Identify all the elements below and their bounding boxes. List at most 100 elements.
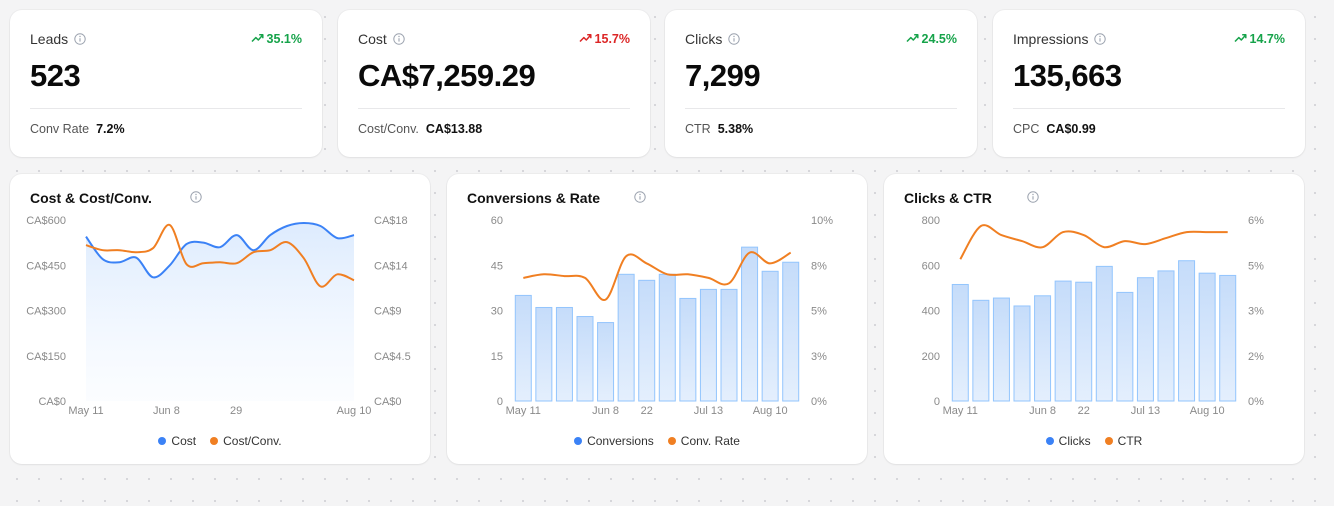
kpi-foot-label: CTR [685, 122, 711, 136]
x-tick-label: Aug 10 [753, 405, 788, 417]
bar [1136, 277, 1154, 402]
divider [685, 108, 957, 109]
y-right-tick-label: 5% [1248, 260, 1264, 272]
y-right-tick-label: 0% [1248, 396, 1264, 408]
kpi-card-cost: Cost 15.7% CA$7,259.29 Cost/Conv. CA$13.8… [338, 10, 650, 157]
kpi-title: Clicks [685, 31, 723, 47]
chart-legend: Cost Cost/Conv. [10, 434, 430, 448]
x-tick-label: Aug 10 [1190, 405, 1225, 417]
bar [699, 288, 717, 402]
chart-card-cost: Cost & Cost/Conv. CA$0 CA$150 CA$300 CA$450… [10, 174, 430, 464]
y-left-tick-label: 200 [922, 351, 940, 363]
kpi-title: Impressions [1013, 31, 1089, 47]
x-tick-label: Jul 13 [1131, 405, 1160, 417]
y-left-tick-label: 0 [934, 396, 940, 408]
bar [1054, 280, 1072, 402]
bar [638, 279, 656, 402]
info-icon[interactable] [634, 191, 646, 203]
x-tick-label: Jul 13 [694, 405, 723, 417]
y-left-tick-label: CA$150 [26, 351, 66, 363]
x-tick-label: Jun 8 [592, 405, 619, 417]
y-left-tick-label: 0 [497, 396, 503, 408]
kpi-change: 35.1% [251, 32, 302, 46]
kpi-foot-value: CA$0.99 [1046, 122, 1096, 136]
y-left-tick-label: 15 [491, 351, 503, 363]
info-icon[interactable] [74, 33, 86, 45]
y-left-tick-label: 30 [491, 306, 503, 318]
bar [782, 261, 800, 402]
kpi-foot-value: CA$13.88 [425, 122, 483, 136]
x-tick-label: Aug 10 [337, 405, 372, 417]
legend-item[interactable]: CTR [1104, 434, 1142, 448]
info-icon[interactable] [728, 33, 741, 45]
legend-item[interactable]: Cost [158, 434, 196, 448]
legend-item[interactable]: Conv. Rate [667, 434, 740, 448]
bar [1157, 270, 1175, 402]
divider [30, 108, 302, 109]
legend-swatch [574, 437, 583, 445]
y-left-tick-label: 400 [922, 306, 940, 318]
chart-title: Cost & Cost/Conv. [30, 190, 152, 206]
chart-plot[interactable]: CA$0 CA$150 CA$300 CA$450 CA$600 CA$0 CA$4.5 CA… [10, 174, 430, 424]
legend-label: Clicks [1058, 434, 1091, 448]
info-icon[interactable] [190, 191, 202, 203]
chart-plot[interactable]: 0 200 400 600 800 0% 2% 3% 5% 6% May 11 Jun 8 22 Jul … [884, 174, 1304, 424]
trend-up-icon [1234, 32, 1247, 46]
chart-legend: Conversions Conv. Rate [447, 434, 867, 448]
kpi-change: 15.7% [579, 32, 630, 46]
kpi-foot-label: Conv Rate [30, 122, 90, 136]
y-right-tick-label: 8% [811, 260, 827, 272]
bar [1116, 291, 1134, 402]
info-icon[interactable] [1027, 191, 1039, 203]
kpi-value: CA$7,259.29 [358, 58, 536, 93]
y-right-tick-label: CA$18 [374, 215, 408, 227]
legend-item[interactable]: Clicks [1045, 434, 1091, 448]
y-left-tick-label: 60 [491, 215, 503, 227]
legend-swatch [210, 437, 219, 445]
info-icon[interactable] [393, 33, 405, 45]
y-right-tick-label: 2% [1248, 351, 1264, 363]
y-right-tick-label: 3% [811, 351, 827, 363]
area-fill-cost [86, 223, 354, 401]
y-right-tick-label: 3% [1248, 306, 1264, 318]
info-icon[interactable] [1094, 33, 1107, 45]
legend-label: Conversions [587, 434, 654, 448]
y-left-tick-label: CA$300 [26, 306, 66, 318]
kpi-card-clicks: Clicks 24.5% 7,299 CTR 5.38% [665, 10, 977, 157]
legend-item[interactable]: Cost/Conv. [210, 434, 282, 448]
chart-title: Clicks & CTR [904, 190, 992, 206]
x-tick-label: Jun 8 [1029, 405, 1056, 417]
series-line-cost-per-conv [85, 223, 355, 288]
bar [1075, 281, 1093, 402]
bar [555, 306, 573, 402]
kpi-change: 24.5% [906, 32, 957, 46]
bar [741, 246, 759, 402]
legend-label: Cost [171, 434, 197, 448]
legend-item[interactable]: Conversions [574, 434, 654, 448]
bar [1095, 265, 1113, 402]
kpi-value: 7,299 [685, 58, 761, 93]
y-right-tick-label: CA$9 [374, 306, 402, 318]
series-line-ctr [959, 224, 1228, 260]
y-left-tick-label: 800 [922, 215, 940, 227]
bar [720, 288, 738, 402]
chart-plot[interactable]: 0 15 30 45 60 0% 3% 5% 8% 10% May 11 Jun 8 22 Jul 13 A… [447, 174, 867, 424]
bar [1178, 260, 1196, 402]
trend-up-icon [906, 32, 919, 46]
chart-card-clicks: Clicks & CTR 0 200 400 600 800 0% 2% 3% 5% 6% May … [884, 174, 1304, 464]
legend-swatch [1045, 437, 1054, 445]
bar [514, 294, 532, 402]
y-left-tick-label: CA$600 [26, 215, 66, 227]
legend-swatch [1104, 437, 1113, 445]
legend-swatch [667, 437, 676, 445]
bar [535, 306, 553, 402]
kpi-card-impressions: Impressions 14.7% 135,663 CPC CA$0.99 [993, 10, 1305, 157]
x-tick-label: May 11 [943, 405, 978, 417]
bar [1034, 295, 1052, 402]
x-tick-label: May 11 [506, 405, 541, 417]
y-right-tick-label: CA$0 [374, 396, 402, 408]
x-tick-label: 22 [641, 405, 653, 417]
kpi-foot-label: Cost/Conv. [358, 122, 419, 136]
bar [972, 299, 990, 402]
y-right-tick-label: 5% [811, 306, 827, 318]
